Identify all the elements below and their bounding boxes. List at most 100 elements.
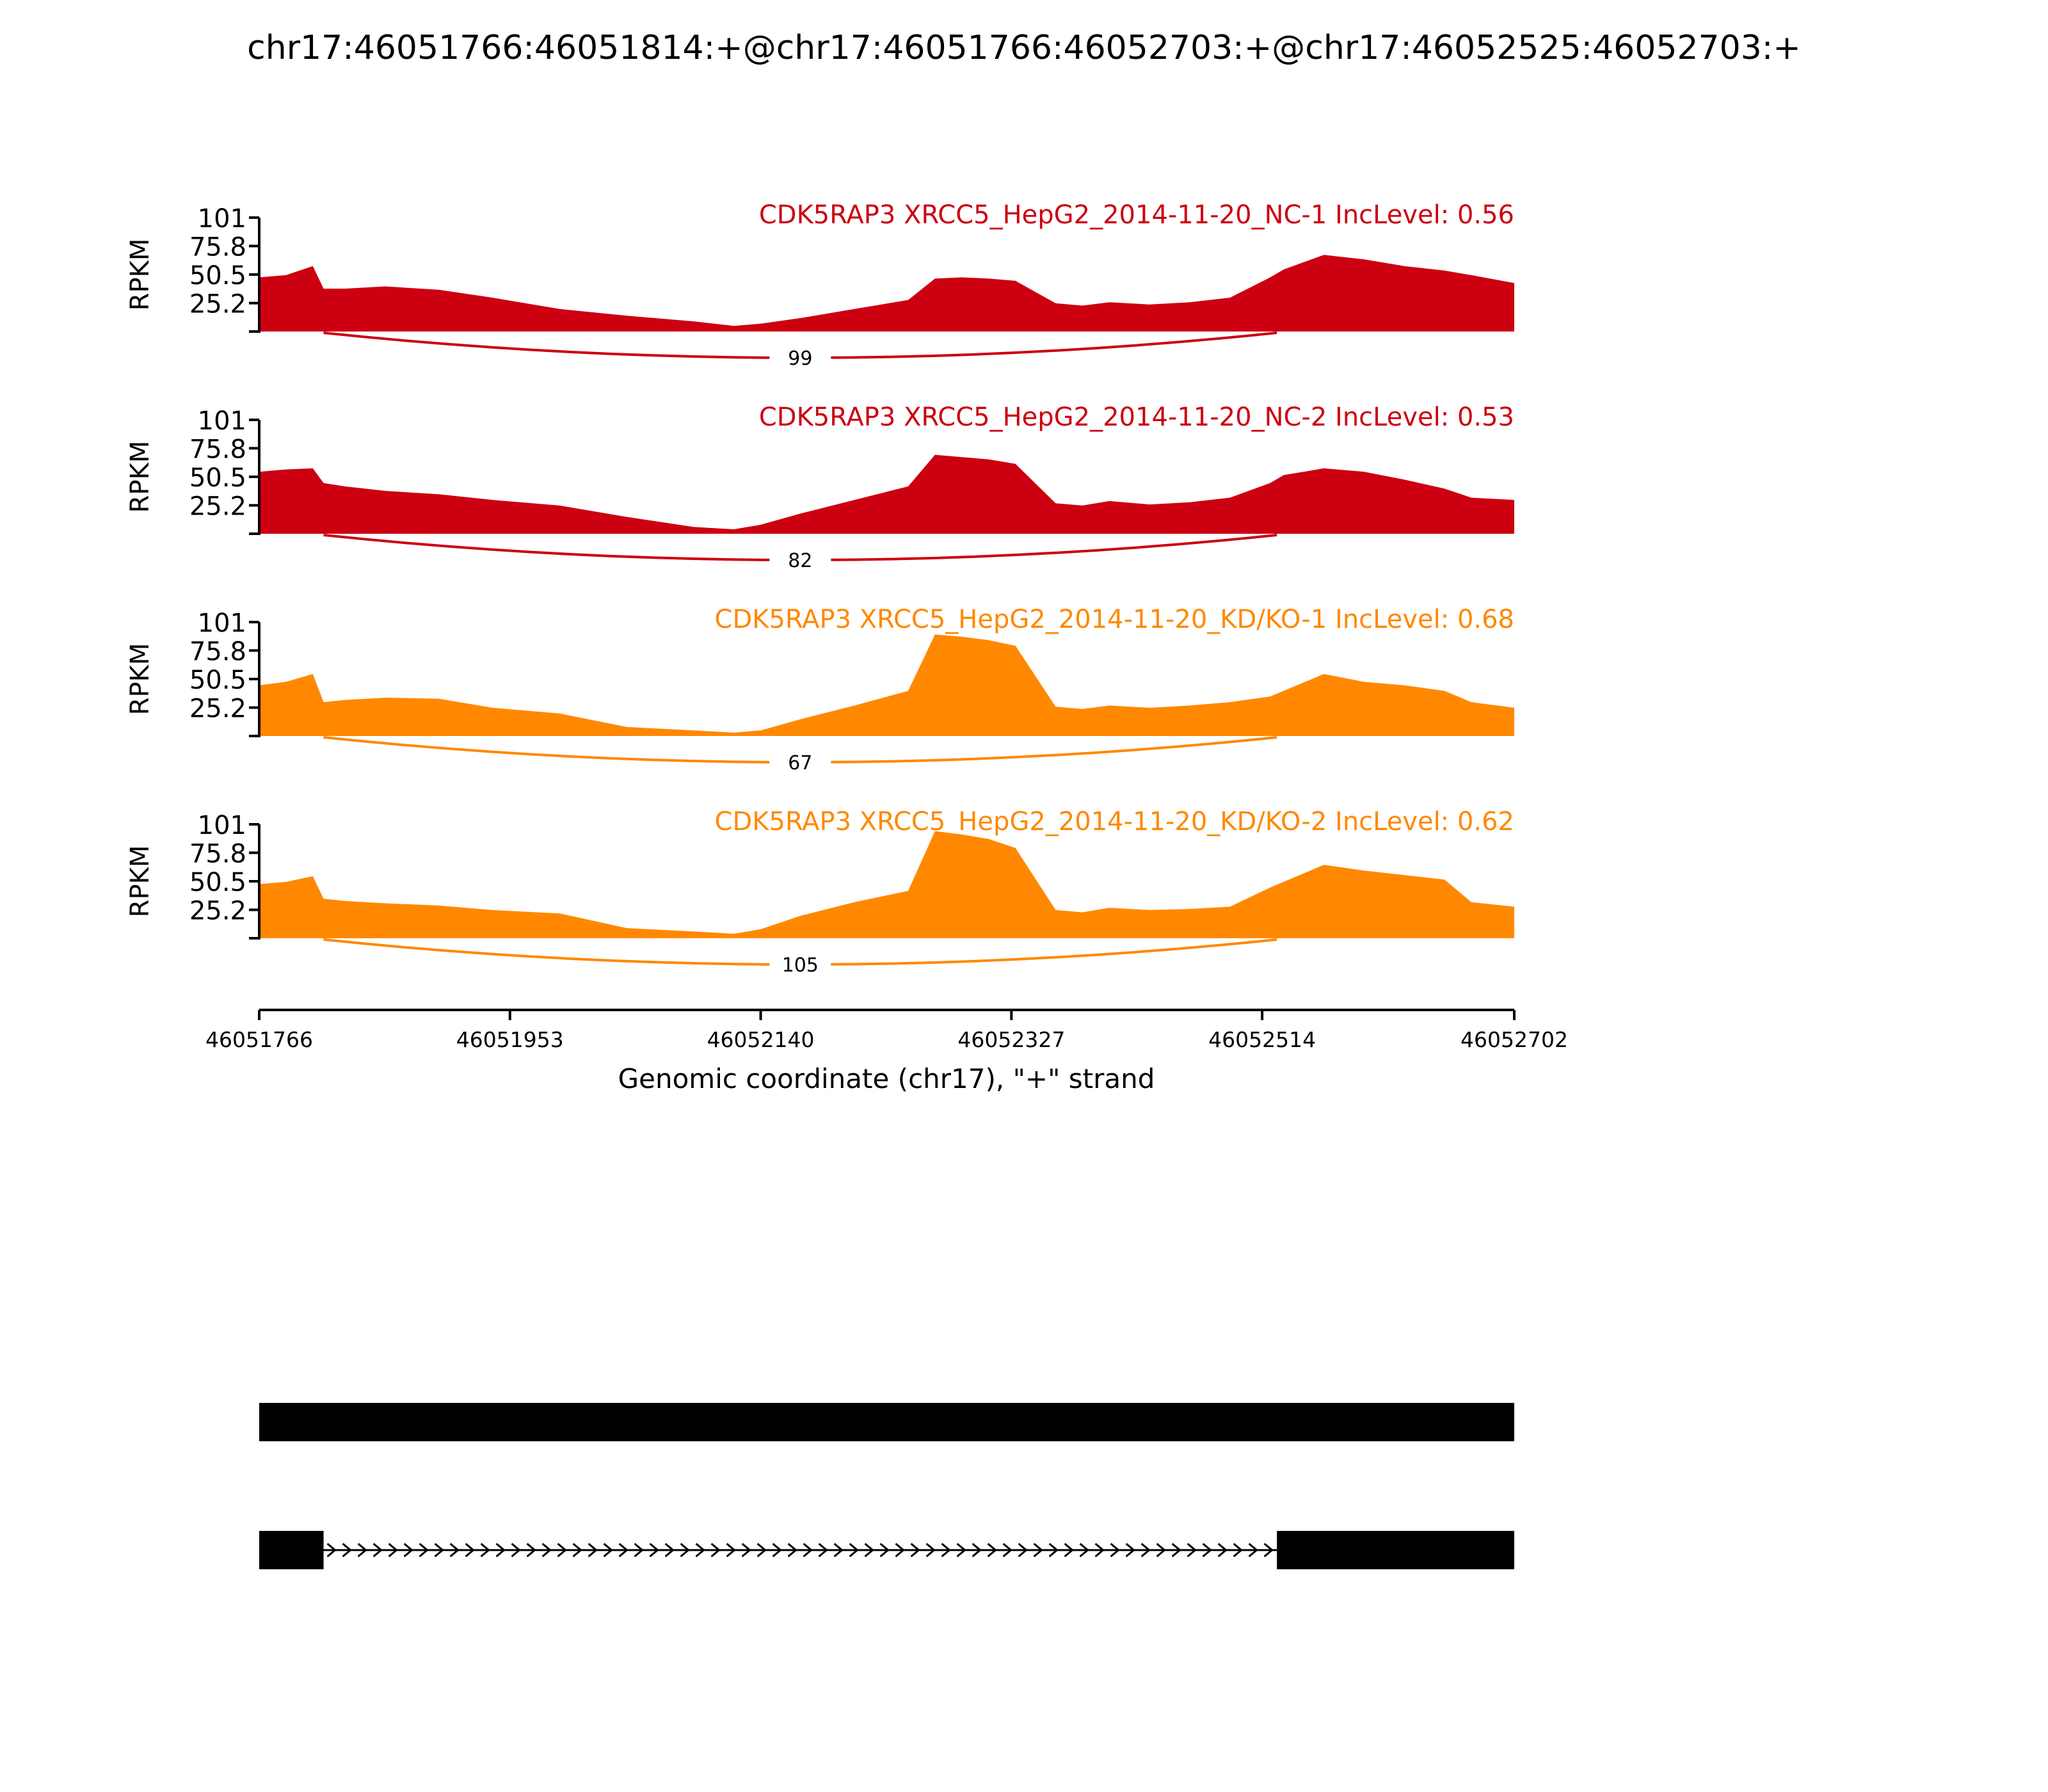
exon-block (259, 1531, 324, 1569)
y-axis-label: RPKM (125, 441, 155, 513)
strand-arrow (925, 1542, 936, 1558)
strand-arrow (526, 1542, 536, 1558)
gene-model (259, 1403, 1514, 1569)
y-axis-label: RPKM (125, 239, 155, 311)
strand-arrow (695, 1542, 705, 1558)
strand-arrow (449, 1542, 460, 1558)
strand-arrow (1002, 1542, 1012, 1558)
strand-arrow (1202, 1542, 1212, 1558)
strand-arrow (680, 1542, 690, 1558)
strand-arrow (1094, 1542, 1105, 1558)
coverage-area (259, 255, 1514, 332)
strand-arrow (1140, 1542, 1151, 1558)
strand-arrow (557, 1542, 567, 1558)
strand-arrow (372, 1542, 383, 1558)
strand-arrow (972, 1542, 982, 1558)
y-tick-label: 101 (198, 811, 246, 840)
isoform (259, 1403, 1514, 1441)
strand-arrow (1018, 1542, 1028, 1558)
strand-arrow (864, 1542, 874, 1558)
strand-arrow (480, 1542, 490, 1558)
strand-arrow (618, 1542, 628, 1558)
strand-arrow (849, 1542, 859, 1558)
y-tick-label: 75.8 (189, 637, 246, 666)
strand-arrow (1187, 1542, 1197, 1558)
sample-title: CDK5RAP3 XRCC5_HepG2_2014-11-20_NC-2 Inc… (759, 403, 1514, 432)
strand-arrow (879, 1542, 890, 1558)
x-tick-label: 46051953 (456, 1027, 564, 1052)
strand-arrow (342, 1542, 352, 1558)
coverage-area (259, 454, 1514, 534)
junction-count: 105 (782, 954, 819, 977)
y-tick-label: 101 (198, 406, 246, 436)
x-axis-label: Genomic coordinate (chr17), "+" strand (618, 1063, 1155, 1094)
strand-arrow (1033, 1542, 1043, 1558)
strand-arrow (326, 1542, 337, 1558)
strand-arrow (803, 1542, 813, 1558)
strand-arrow (603, 1542, 613, 1558)
y-tick-label: 75.8 (189, 232, 246, 262)
y-tick-label: 25.2 (189, 290, 246, 319)
strand-arrow (910, 1542, 920, 1558)
strand-arrow (1048, 1542, 1059, 1558)
strand-arrow (1125, 1542, 1135, 1558)
strand-arrow (649, 1542, 659, 1558)
sample-title: CDK5RAP3 XRCC5_HepG2_2014-11-20_KD/KO-1 … (715, 605, 1514, 634)
strand-arrow (511, 1542, 521, 1558)
sample-title: CDK5RAP3 XRCC5_HepG2_2014-11-20_NC-1 Inc… (759, 200, 1514, 230)
strand-arrow (895, 1542, 905, 1558)
coverage-area (259, 634, 1514, 736)
strand-arrow (787, 1542, 797, 1558)
strand-arrow (1079, 1542, 1089, 1558)
strand-arrow (403, 1542, 413, 1558)
y-tick-label: 25.2 (189, 897, 246, 926)
strand-arrow (741, 1542, 751, 1558)
strand-arrow (1263, 1542, 1274, 1558)
junction-count-box (769, 547, 831, 573)
strand-arrow (419, 1542, 429, 1558)
isoform (259, 1531, 1514, 1569)
y-tick-label: 75.8 (189, 839, 246, 868)
strand-arrow (1248, 1542, 1258, 1558)
y-tick-label: 25.2 (189, 492, 246, 522)
junction-count-box (769, 749, 831, 775)
strand-arrow (1233, 1542, 1243, 1558)
junction-count: 82 (788, 550, 812, 572)
x-tick-label: 46052702 (1460, 1027, 1568, 1052)
strand-arrow (634, 1542, 644, 1558)
junction-count: 99 (788, 348, 812, 370)
strand-arrow (756, 1542, 767, 1558)
figure-title: chr17:46051766:46051814:+@chr17:46051766… (247, 29, 1801, 67)
strand-arrow (833, 1542, 844, 1558)
y-axis-label: RPKM (125, 845, 155, 918)
strand-arrow (495, 1542, 506, 1558)
strand-arrow (1217, 1542, 1228, 1558)
strand-arrow (941, 1542, 951, 1558)
exon-block (259, 1403, 1514, 1441)
strand-arrow (664, 1542, 675, 1558)
junction-count: 67 (788, 752, 812, 774)
coverage-area (259, 831, 1514, 938)
y-tick-label: 50.5 (189, 463, 246, 493)
strand-arrow (1171, 1542, 1181, 1558)
strand-arrow (572, 1542, 582, 1558)
x-axis-ticks: 46051766 46051953 46052140 46052327 46052514… (205, 1010, 1568, 1052)
y-tick-label: 101 (198, 204, 246, 234)
junction-count-box (769, 345, 831, 371)
exon-block (1277, 1531, 1514, 1569)
y-axis-label: RPKM (125, 643, 155, 716)
x-tick-label: 46052140 (707, 1027, 815, 1052)
strand-arrow (541, 1542, 552, 1558)
x-tick-label: 46052514 (1208, 1027, 1316, 1052)
strand-arrow (710, 1542, 721, 1558)
y-tick-label: 25.2 (189, 694, 246, 724)
x-tick-label: 46052327 (957, 1027, 1065, 1052)
y-tick-label: 75.8 (189, 435, 246, 464)
strand-arrow (1110, 1542, 1120, 1558)
strand-arrow (987, 1542, 997, 1558)
